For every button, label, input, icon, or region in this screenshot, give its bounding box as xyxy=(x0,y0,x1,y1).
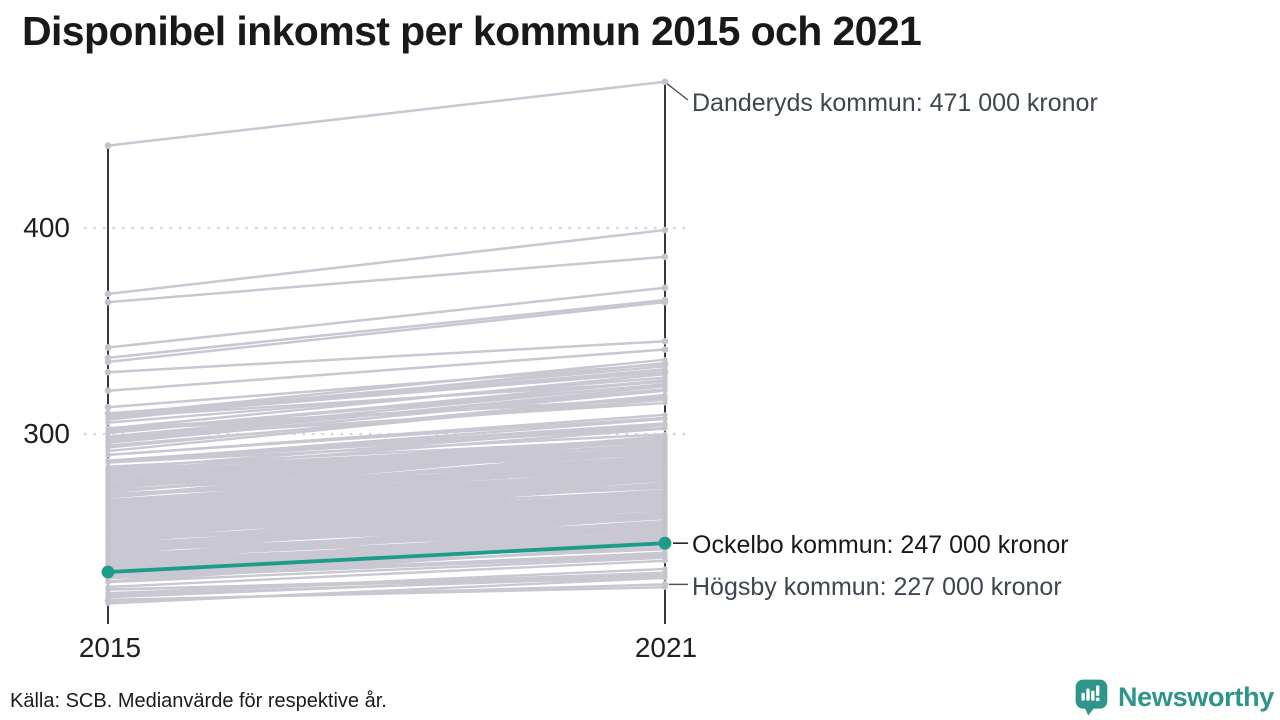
speech-bubble-bar-chart-icon xyxy=(1075,679,1108,716)
newsworthy-wordmark: Newsworthy xyxy=(1117,681,1274,712)
source-note: Källa: SCB. Medianvärde för respektive å… xyxy=(10,690,387,712)
y-tick-400: 400 xyxy=(23,212,70,243)
newsworthy-logo: Newsworthy xyxy=(1074,678,1274,716)
chart-title: Disponibel inkomst per kommun 2015 och 2… xyxy=(22,8,922,54)
annotation-hogsby: Högsby kommun: 227 000 kronor xyxy=(692,573,1062,601)
y-tick-300: 300 xyxy=(23,418,70,449)
annotation-ockelbo: Ockelbo kommun: 247 000 kronor xyxy=(692,531,1069,559)
x-label-2015: 2015 xyxy=(78,632,142,663)
x-label-2021: 2021 xyxy=(634,632,698,663)
annotation-danderyd: Danderyds kommun: 471 000 kronor xyxy=(692,89,1098,117)
